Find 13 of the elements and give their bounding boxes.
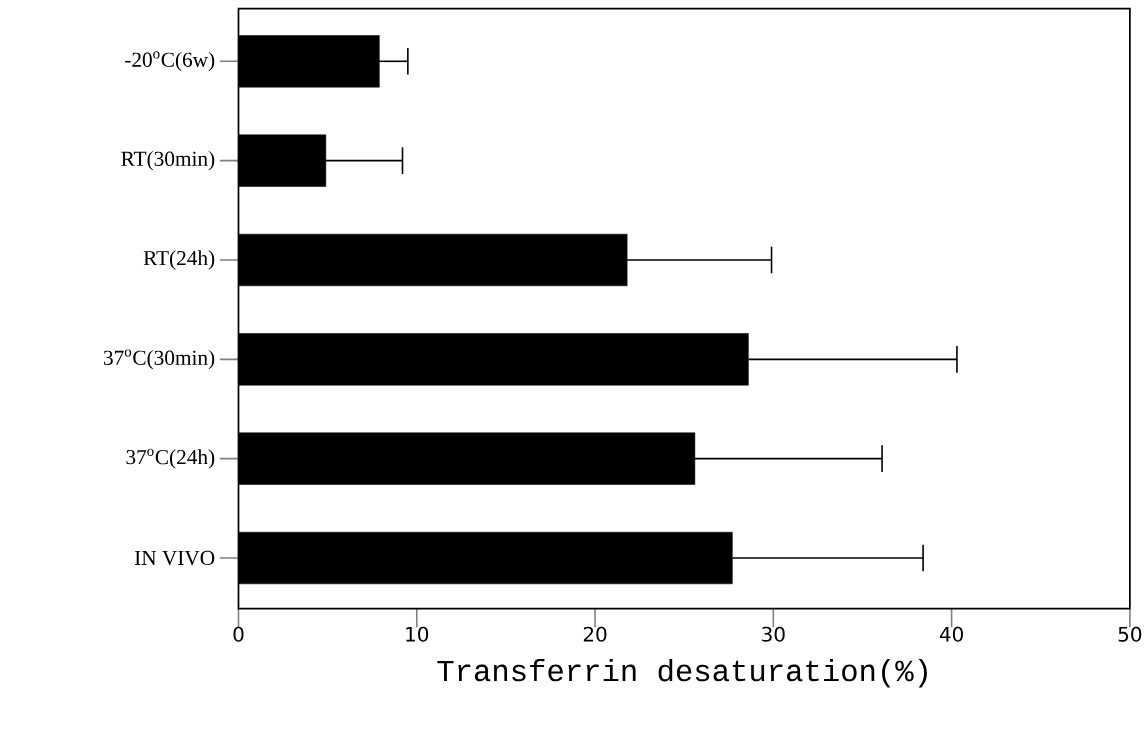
y-tick-label: RT(30min) — [121, 150, 215, 171]
x-axis-title: Transferrin desaturation(%) — [437, 658, 927, 688]
y-tick-label: -20$^{o}$C(6w) — [125, 51, 215, 72]
y-tick-label: RT(24h) — [143, 250, 215, 270]
y-tick-label: 37$^{o}$C(30min) — [104, 349, 215, 370]
y-tick-label: IN VIVO — [134, 550, 215, 566]
x-tick-label: 50 — [1118, 626, 1142, 642]
x-tick-label: 20 — [583, 626, 607, 642]
x-tick-label: 0 — [233, 626, 244, 642]
y-tick-label: 37$^{o}$C(24h) — [126, 448, 215, 469]
x-tick-label: 30 — [762, 626, 785, 642]
x-tick-label: 40 — [939, 626, 963, 642]
x-tick-label: 10 — [406, 626, 429, 642]
